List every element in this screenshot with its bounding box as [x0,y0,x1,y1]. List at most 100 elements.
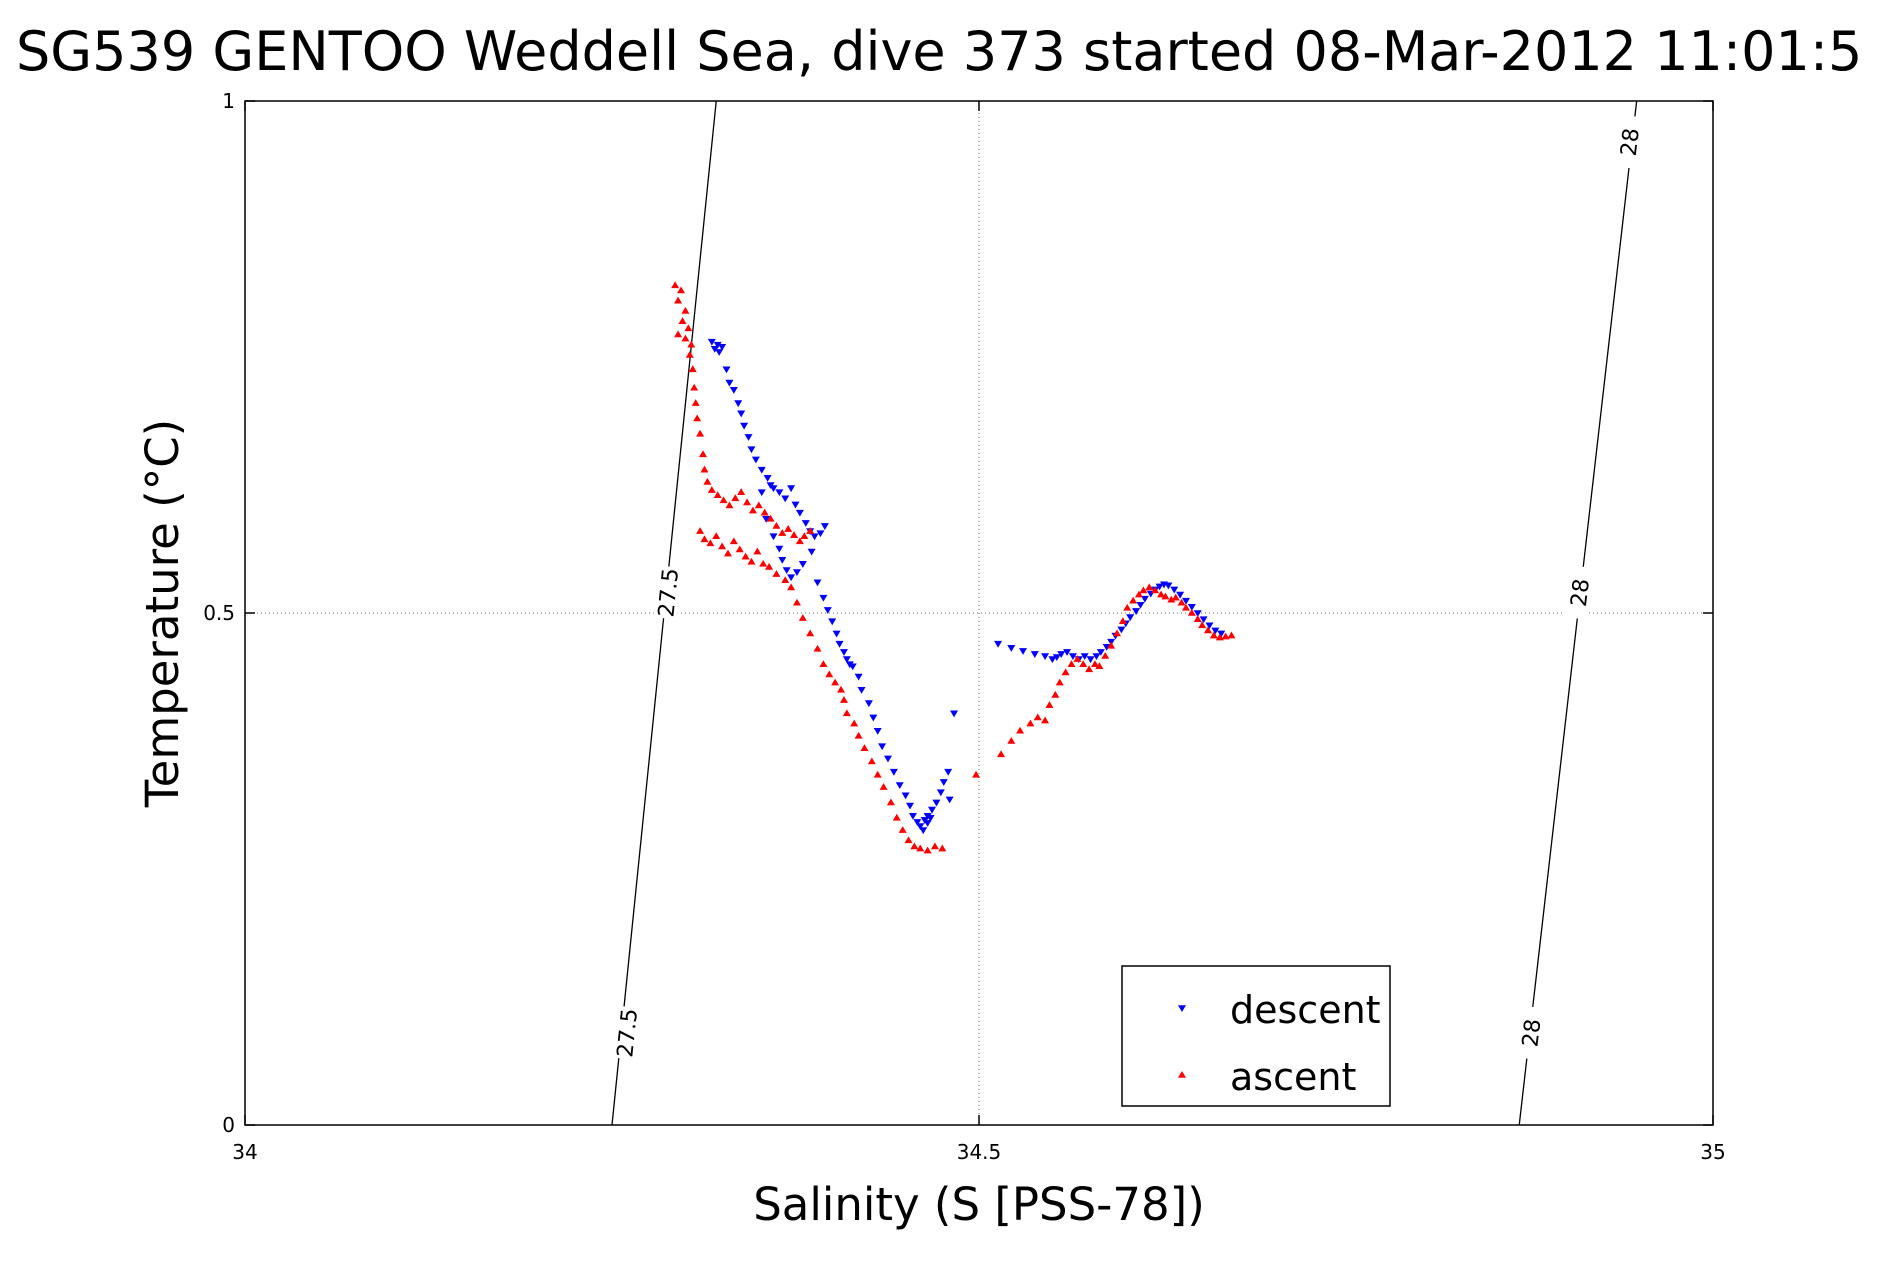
descent-point [1080,653,1089,661]
y-axis-label: Temperature (°C) [136,419,189,808]
descent-point [715,349,724,356]
ascent-point [879,783,888,790]
ascent-point [741,552,750,560]
legend-label-ascent: ascent [1230,1055,1356,1099]
ascent-point [1026,719,1035,727]
ascent-point [688,365,697,373]
legend: descent ascent [1121,965,1391,1107]
density-contours: 27.5 27.5 28 28 28 [611,100,1645,1126]
ascent-point [713,491,722,499]
ascent-point [747,557,756,565]
ascent-point [867,757,876,765]
descent-point [1057,651,1066,658]
ascent-point [712,532,721,539]
y-tick-label: 0.5 [203,601,235,625]
ascent-point [699,450,708,458]
descent-point [820,523,829,530]
axis-ticks: 34 34.5 35 0 0.5 1 [203,89,1726,1164]
ascent-point [781,576,790,584]
descent-point [828,618,837,626]
ascent-point [674,330,683,338]
descent-point [878,743,887,751]
descent-point [1164,582,1173,590]
descent-point [1117,626,1126,634]
descent-point [819,594,828,602]
descent-point [718,343,727,351]
ascent-point [674,296,683,304]
ascent-point [753,547,762,555]
ascent-point [1209,631,1218,639]
descent-point [857,687,866,694]
descent-point [823,607,832,614]
ascent-point [1177,598,1186,606]
descent-point [798,561,807,568]
descent-point [901,792,910,800]
legend-label-descent: descent [1230,988,1381,1032]
ascent-point [892,813,901,821]
ascent-point [1095,662,1104,670]
descent-point [869,714,878,722]
y-tick-label: 0 [222,1113,235,1137]
descent-point [1187,604,1196,611]
ascent-point [837,685,846,693]
contour-label-bg [653,565,683,620]
ascent-point [1041,716,1050,724]
descent-point [1155,583,1164,591]
ascent-point [873,770,882,778]
descent-point [950,710,959,718]
ascent-point [681,334,690,342]
ascent-point [842,709,851,717]
descent-point [734,400,743,408]
ascent-point [719,496,728,504]
ascent-point [813,644,822,652]
contour-label: 27.5 [654,567,684,618]
ascent-point [923,846,932,854]
descent-point [707,338,716,346]
ascent-point [681,306,690,314]
descent-point [1205,622,1214,630]
ascent-point [800,532,809,539]
ascent-point [904,836,913,844]
descent-point [1007,645,1016,652]
ascent-point [693,414,702,422]
ascent-point [743,498,752,506]
descent-point [740,422,749,430]
ascent-point [676,286,685,294]
ascent-point [759,559,768,567]
descent-point [729,386,738,394]
descent-point [747,446,756,454]
descent-point [916,823,925,830]
ascent-point [684,324,693,332]
descent-point [1092,653,1101,661]
ascent-point [1079,660,1088,667]
descent-point [1193,610,1202,617]
ascent-point [1221,632,1230,640]
legend-marker-descent [1178,1005,1186,1012]
descent-point [1102,643,1111,651]
descent-point [939,779,948,786]
ascent-point [748,506,757,514]
ascent-point [1171,593,1180,601]
ascent-point [997,750,1006,758]
descent-point [792,569,801,577]
descent-point [932,799,941,807]
descent-point [781,495,790,503]
ascent-point [778,529,787,536]
descent-point [873,727,882,735]
ascent-point [1123,603,1132,611]
descent-point [839,649,848,656]
legend-marker-ascent [1178,1071,1186,1078]
ascent-point [671,281,680,289]
descent-point [744,434,753,441]
descent-point [757,466,766,474]
descent-point [1181,597,1190,605]
contour-label-bg [1614,114,1645,170]
descent-point [807,548,816,556]
contour-label: 28 [1617,127,1645,158]
ascent-point [754,501,763,509]
ascent-point [1215,633,1224,641]
descent-point [908,812,917,820]
descent-point [994,640,1003,648]
ascent-point [1061,668,1070,676]
descent-point [762,515,771,523]
